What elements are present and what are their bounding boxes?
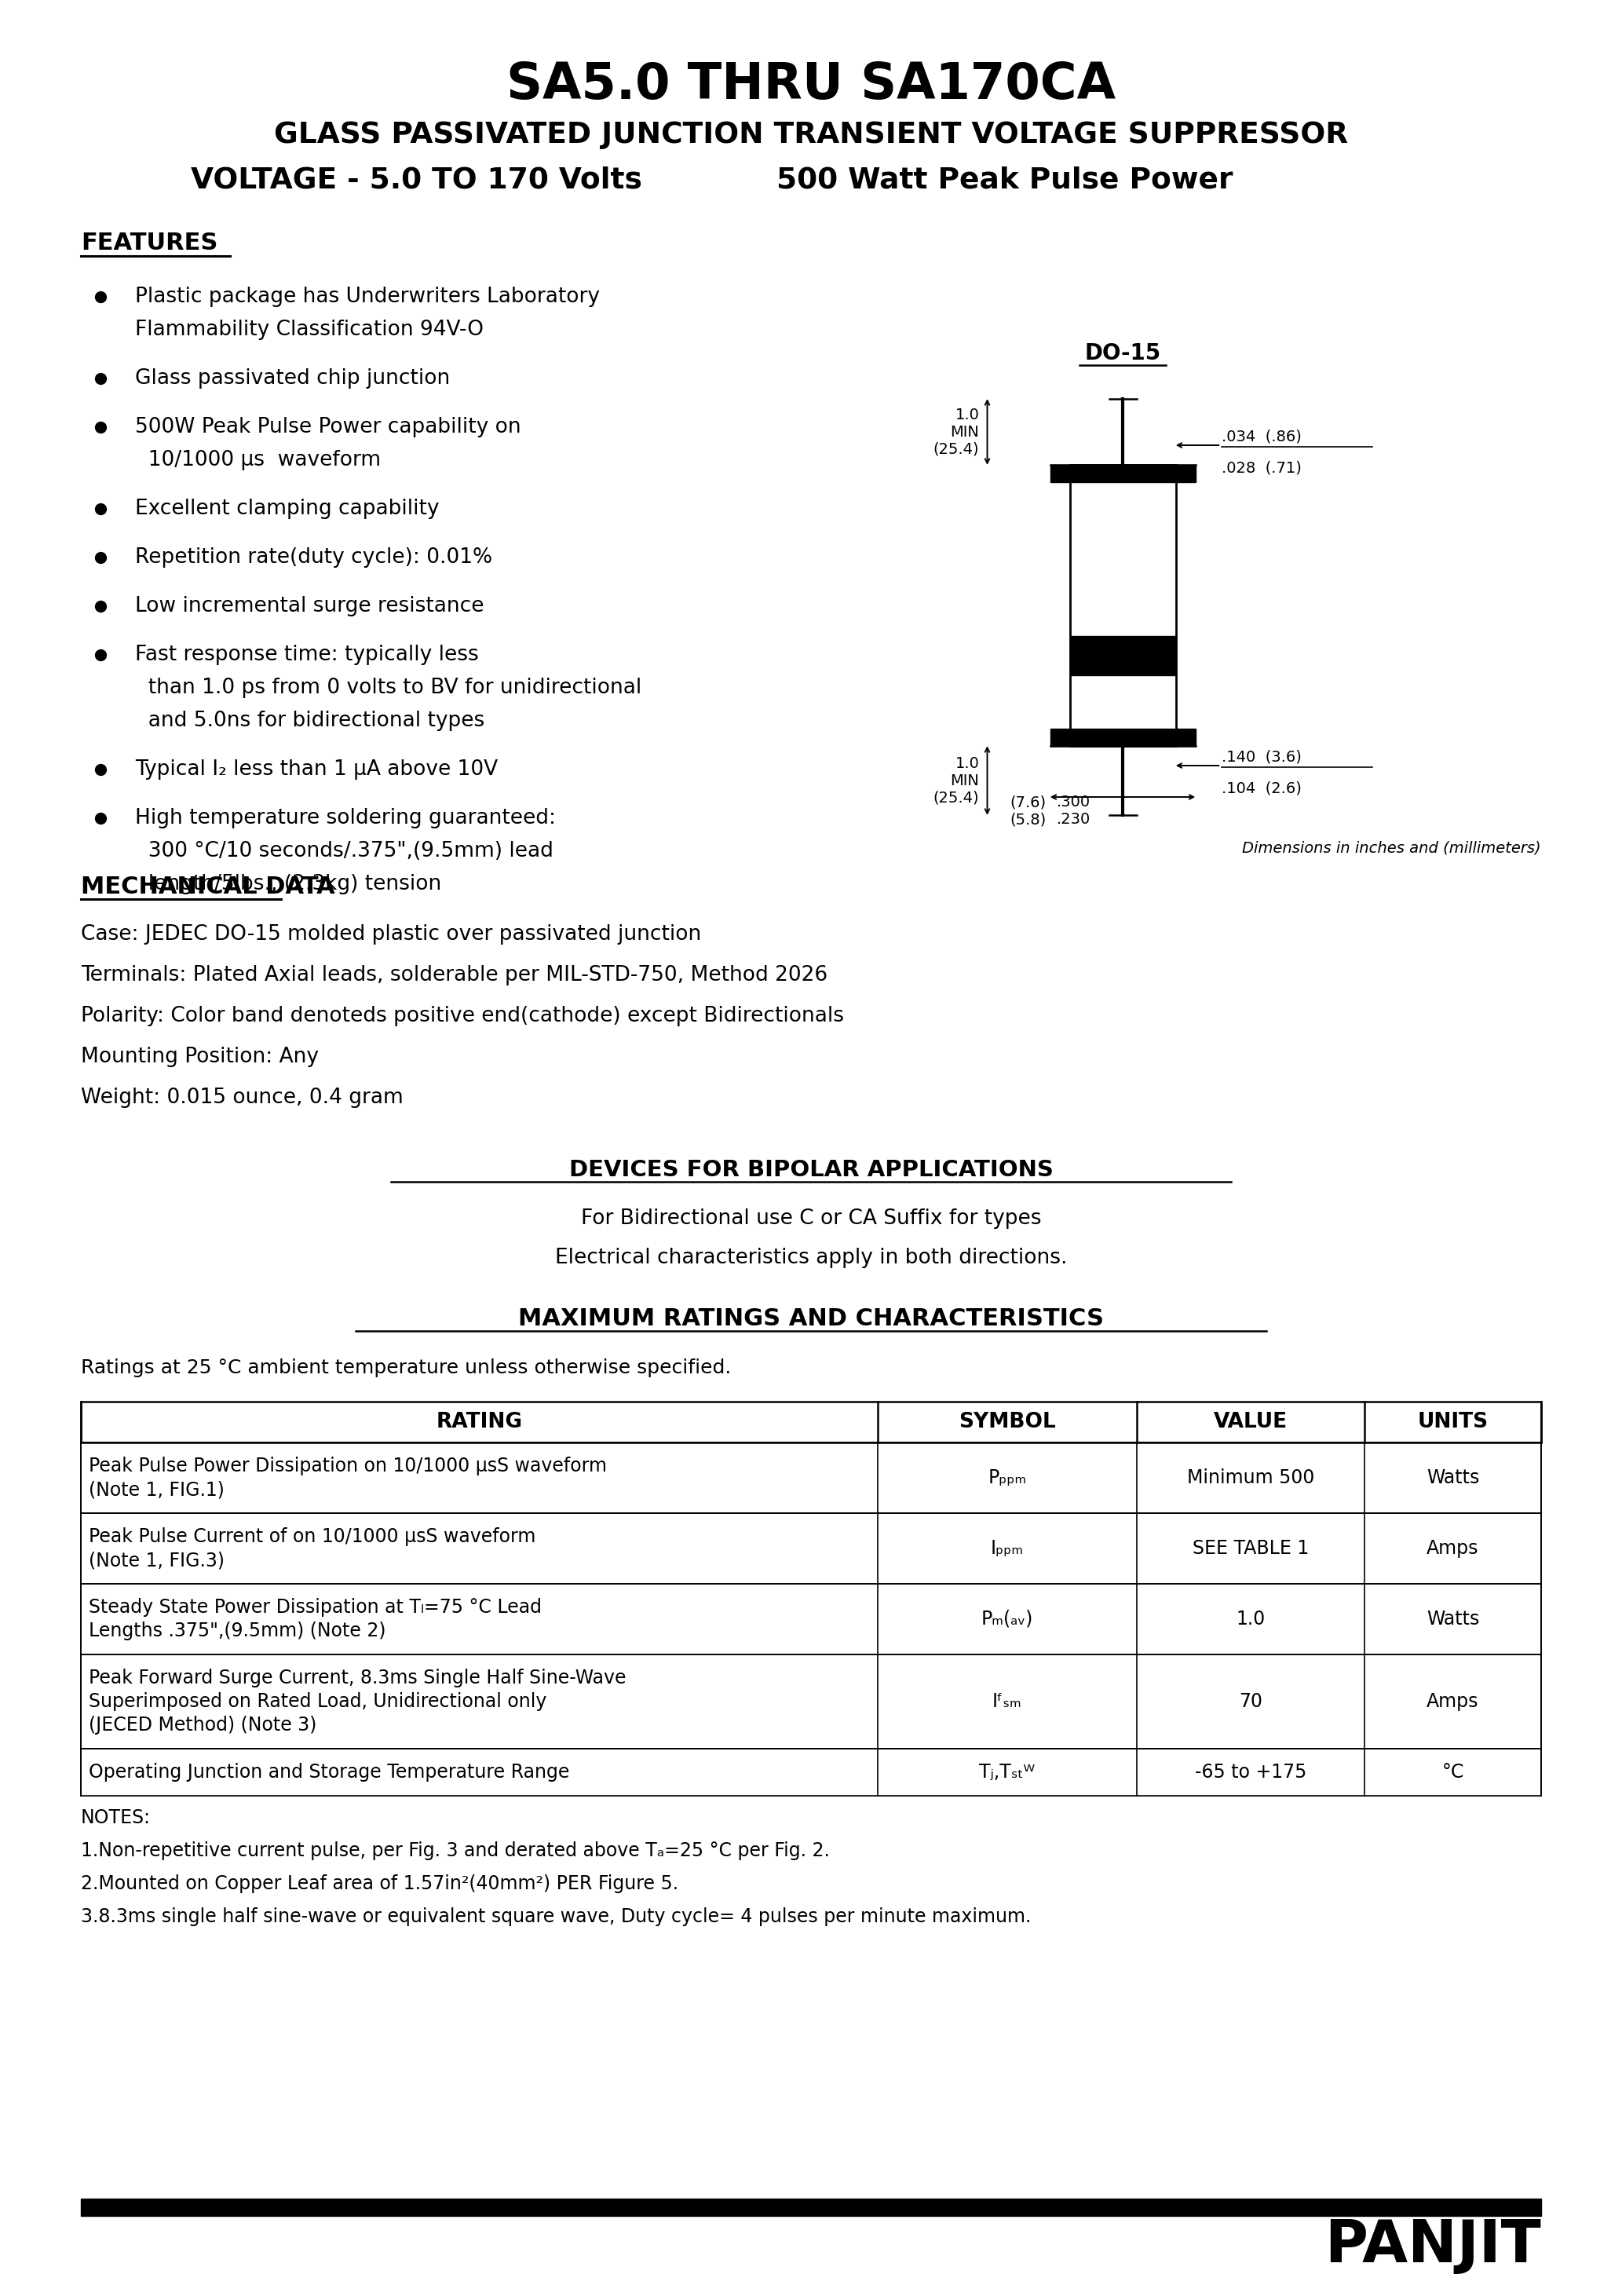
Text: length/5lbs., (2.3kg) tension: length/5lbs., (2.3kg) tension xyxy=(135,875,441,895)
Text: (Note 1, FIG.3): (Note 1, FIG.3) xyxy=(89,1550,224,1570)
Text: Excellent clamping capability: Excellent clamping capability xyxy=(135,498,440,519)
Text: than 1.0 ps from 0 volts to BV for unidirectional: than 1.0 ps from 0 volts to BV for unidi… xyxy=(135,677,642,698)
Text: Polarity: Color band denoteds positive end(cathode) except Bidirectionals: Polarity: Color band denoteds positive e… xyxy=(81,1006,843,1026)
Text: Flammability Classification 94V-O: Flammability Classification 94V-O xyxy=(135,319,483,340)
Bar xyxy=(81,1750,1541,1795)
Text: High temperature soldering guaranteed:: High temperature soldering guaranteed: xyxy=(135,808,556,829)
Text: (JECED Method) (Note 3): (JECED Method) (Note 3) xyxy=(89,1715,316,1733)
Text: Amps: Amps xyxy=(1427,1538,1479,1559)
Text: PANJIT: PANJIT xyxy=(1325,2218,1541,2275)
Text: UNITS: UNITS xyxy=(1418,1412,1489,1433)
Text: 1.0
MIN
(25.4): 1.0 MIN (25.4) xyxy=(933,755,980,806)
Text: Pₘ(ₐᵥ): Pₘ(ₐᵥ) xyxy=(981,1609,1033,1628)
Text: 10/1000 µs  waveform: 10/1000 µs waveform xyxy=(135,450,381,471)
Text: Weight: 0.015 ounce, 0.4 gram: Weight: 0.015 ounce, 0.4 gram xyxy=(81,1088,404,1109)
Bar xyxy=(1049,464,1195,482)
Text: (7.6)
(5.8): (7.6) (5.8) xyxy=(1011,794,1046,827)
Text: Lengths .375",(9.5mm) (Note 2): Lengths .375",(9.5mm) (Note 2) xyxy=(89,1621,386,1639)
Text: Pₚₚₘ: Pₚₚₘ xyxy=(988,1469,1027,1488)
Text: .300
.230: .300 .230 xyxy=(1056,794,1090,827)
Text: and 5.0ns for bidirectional types: and 5.0ns for bidirectional types xyxy=(135,712,485,730)
Text: .140  (3.6): .140 (3.6) xyxy=(1221,748,1301,765)
Text: Watts: Watts xyxy=(1426,1609,1479,1628)
Bar xyxy=(1069,464,1176,746)
Text: NOTES:: NOTES: xyxy=(81,1809,151,1828)
Bar xyxy=(81,2200,1541,2216)
Text: FEATURES: FEATURES xyxy=(81,232,217,255)
Text: .028  (.71): .028 (.71) xyxy=(1221,461,1301,475)
Text: .034  (.86): .034 (.86) xyxy=(1221,429,1301,443)
Bar xyxy=(81,1655,1541,1750)
Text: Watts: Watts xyxy=(1426,1469,1479,1488)
Text: Peak Pulse Current of on 10/1000 µsS waveform: Peak Pulse Current of on 10/1000 µsS wav… xyxy=(89,1527,535,1545)
Text: Plastic package has Underwriters Laboratory: Plastic package has Underwriters Laborat… xyxy=(135,287,600,308)
Text: Glass passivated chip junction: Glass passivated chip junction xyxy=(135,367,449,388)
Text: Peak Forward Surge Current, 8.3ms Single Half Sine-Wave: Peak Forward Surge Current, 8.3ms Single… xyxy=(89,1669,626,1688)
Text: 3.8.3ms single half sine-wave or equivalent square wave, Duty cycle= 4 pulses pe: 3.8.3ms single half sine-wave or equival… xyxy=(81,1908,1032,1926)
Text: VALUE: VALUE xyxy=(1213,1412,1288,1433)
Text: 1.0: 1.0 xyxy=(1236,1609,1265,1628)
Bar xyxy=(81,1584,1541,1655)
Text: MECHANICAL DATA: MECHANICAL DATA xyxy=(81,875,336,898)
Bar xyxy=(81,1513,1541,1584)
Text: MAXIMUM RATINGS AND CHARACTERISTICS: MAXIMUM RATINGS AND CHARACTERISTICS xyxy=(517,1309,1105,1332)
Text: SEE TABLE 1: SEE TABLE 1 xyxy=(1192,1538,1309,1559)
Text: Typical I₂ less than 1 µA above 10V: Typical I₂ less than 1 µA above 10V xyxy=(135,760,498,781)
Text: Steady State Power Dissipation at Tₗ=75 °C Lead: Steady State Power Dissipation at Tₗ=75 … xyxy=(89,1598,542,1616)
Text: DO-15: DO-15 xyxy=(1085,342,1161,365)
Text: Terminals: Plated Axial leads, solderable per MIL-STD-750, Method 2026: Terminals: Plated Axial leads, solderabl… xyxy=(81,964,827,985)
Text: (Note 1, FIG.1): (Note 1, FIG.1) xyxy=(89,1481,224,1499)
Text: Iᶠₛₘ: Iᶠₛₘ xyxy=(993,1692,1022,1711)
Text: Fast response time: typically less: Fast response time: typically less xyxy=(135,645,478,666)
Text: SYMBOL: SYMBOL xyxy=(959,1412,1056,1433)
Text: RATING: RATING xyxy=(436,1412,522,1433)
Text: Mounting Position: Any: Mounting Position: Any xyxy=(81,1047,320,1068)
Text: For Bidirectional use C or CA Suffix for types: For Bidirectional use C or CA Suffix for… xyxy=(581,1208,1041,1228)
Text: DEVICES FOR BIPOLAR APPLICATIONS: DEVICES FOR BIPOLAR APPLICATIONS xyxy=(569,1159,1053,1180)
Text: Iₚₚₘ: Iₚₚₘ xyxy=(991,1538,1023,1559)
Bar xyxy=(1049,728,1195,746)
Text: Dimensions in inches and (millimeters): Dimensions in inches and (millimeters) xyxy=(1242,840,1541,856)
Text: Amps: Amps xyxy=(1427,1692,1479,1711)
Text: SA5.0 THRU SA170CA: SA5.0 THRU SA170CA xyxy=(506,60,1116,110)
Text: Electrical characteristics apply in both directions.: Electrical characteristics apply in both… xyxy=(555,1247,1067,1267)
Text: 70: 70 xyxy=(1239,1692,1262,1711)
Text: Case: JEDEC DO-15 molded plastic over passivated junction: Case: JEDEC DO-15 molded plastic over pa… xyxy=(81,925,701,944)
Text: 1.0
MIN
(25.4): 1.0 MIN (25.4) xyxy=(933,406,980,457)
Text: °C: °C xyxy=(1442,1763,1465,1782)
Text: 1.Non-repetitive current pulse, per Fig. 3 and derated above Tₐ=25 °C per Fig. 2: 1.Non-repetitive current pulse, per Fig.… xyxy=(81,1841,830,1860)
Bar xyxy=(81,1442,1541,1513)
Text: Tⱼ,Tₛₜᵂ: Tⱼ,Tₛₜᵂ xyxy=(980,1763,1035,1782)
Bar xyxy=(81,1401,1541,1442)
Text: Minimum 500: Minimum 500 xyxy=(1187,1469,1314,1488)
Text: Low incremental surge resistance: Low incremental surge resistance xyxy=(135,597,483,615)
Text: .104  (2.6): .104 (2.6) xyxy=(1221,781,1301,797)
Text: Repetition rate(duty cycle): 0.01%: Repetition rate(duty cycle): 0.01% xyxy=(135,546,493,567)
Text: 500 Watt Peak Pulse Power: 500 Watt Peak Pulse Power xyxy=(777,168,1233,195)
Text: Peak Pulse Power Dissipation on 10/1000 µsS waveform: Peak Pulse Power Dissipation on 10/1000 … xyxy=(89,1456,607,1476)
Text: Ratings at 25 °C ambient temperature unless otherwise specified.: Ratings at 25 °C ambient temperature unl… xyxy=(81,1359,732,1378)
Text: VOLTAGE - 5.0 TO 170 Volts: VOLTAGE - 5.0 TO 170 Volts xyxy=(190,168,642,195)
Bar xyxy=(1069,636,1176,675)
Text: 2.Mounted on Copper Leaf area of 1.57in²(40mm²) PER Figure 5.: 2.Mounted on Copper Leaf area of 1.57in²… xyxy=(81,1874,678,1894)
Text: -65 to +175: -65 to +175 xyxy=(1195,1763,1307,1782)
Text: GLASS PASSIVATED JUNCTION TRANSIENT VOLTAGE SUPPRESSOR: GLASS PASSIVATED JUNCTION TRANSIENT VOLT… xyxy=(274,122,1348,149)
Text: 500W Peak Pulse Power capability on: 500W Peak Pulse Power capability on xyxy=(135,418,521,436)
Text: 300 °C/10 seconds/.375",(9.5mm) lead: 300 °C/10 seconds/.375",(9.5mm) lead xyxy=(135,840,553,861)
Text: Operating Junction and Storage Temperature Range: Operating Junction and Storage Temperatu… xyxy=(89,1763,569,1782)
Text: Superimposed on Rated Load, Unidirectional only: Superimposed on Rated Load, Unidirection… xyxy=(89,1692,547,1711)
